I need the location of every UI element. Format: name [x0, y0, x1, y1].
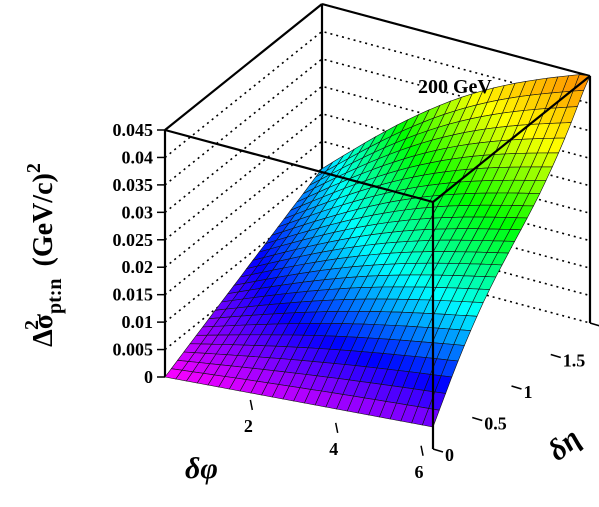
y-tick-label: 1.5 — [563, 351, 586, 371]
y-axis-tick — [472, 416, 483, 422]
z-title-superscript: 2 — [21, 320, 43, 330]
x-tick-label: 6 — [415, 462, 424, 482]
axis-ticks: 0 0.005 0.01 0.015 0.02 0.025 0.03 0.035 0.04 0.0… — [113, 120, 599, 482]
frame-edge-front — [432, 75, 591, 203]
z-tick-label: 0.015 — [113, 285, 154, 305]
x-tick-label: 4 — [329, 439, 338, 459]
back-gridline — [164, 30, 591, 159]
plot-frame-back — [163, 2, 592, 377]
y-axis-tick — [432, 448, 444, 453]
back-gridline — [164, 167, 591, 296]
y-axis-tick — [511, 385, 522, 390]
back-gridline — [164, 58, 591, 186]
y-tick-label: 0 — [445, 445, 454, 465]
svg-text:Δσpt:n(GeV/c)2: Δσpt:n(GeV/c)2 — [23, 163, 66, 347]
z-tick-label: 0.045 — [113, 120, 154, 140]
back-gridline — [164, 85, 591, 213]
y-tick-label: 1 — [524, 382, 533, 402]
z-tick-label: 0.025 — [113, 230, 154, 250]
frame-edge-front — [164, 128, 434, 204]
x-axis-title: δφ — [185, 452, 218, 485]
z-title-subscript: pt:n — [44, 278, 66, 314]
y-tick-label: 0.5 — [484, 414, 507, 434]
back-gridline — [164, 112, 591, 241]
surface-mesh — [164, 74, 591, 428]
x-axis-tick — [334, 422, 339, 434]
y-axis-tick — [589, 322, 599, 327]
x-tick-label: 2 — [244, 416, 253, 436]
frame-edge — [164, 3, 323, 131]
z-tick-label: 0.04 — [122, 147, 154, 167]
y-axis-title: δη — [541, 422, 587, 468]
surface-cell — [164, 368, 183, 380]
z-tick-label: 0.035 — [113, 175, 154, 195]
x-axis-tick — [249, 399, 254, 411]
z-tick-label: 0.005 — [113, 340, 154, 360]
z-tick-label: 0.02 — [122, 257, 154, 277]
x-axis-tick — [420, 445, 424, 456]
frame-edge — [321, 2, 591, 78]
z-title-unit-superscript: 2 — [23, 163, 45, 173]
z-title-prefix: Δσ — [28, 313, 59, 347]
z-tick-label: 0 — [144, 367, 153, 387]
annotation-label: 200 GeV — [418, 76, 492, 98]
z-tick-label: 0.01 — [122, 312, 154, 332]
z-axis-title: Δσpt:n(GeV/c)2 2 — [21, 163, 66, 347]
back-gridline — [164, 140, 591, 268]
back-gridline — [164, 195, 591, 323]
z-tick-label: 0.03 — [122, 202, 154, 222]
y-axis-tick — [550, 353, 561, 359]
z-title-unit: (GeV/c) — [28, 173, 59, 266]
plot-frame-front — [164, 75, 591, 449]
